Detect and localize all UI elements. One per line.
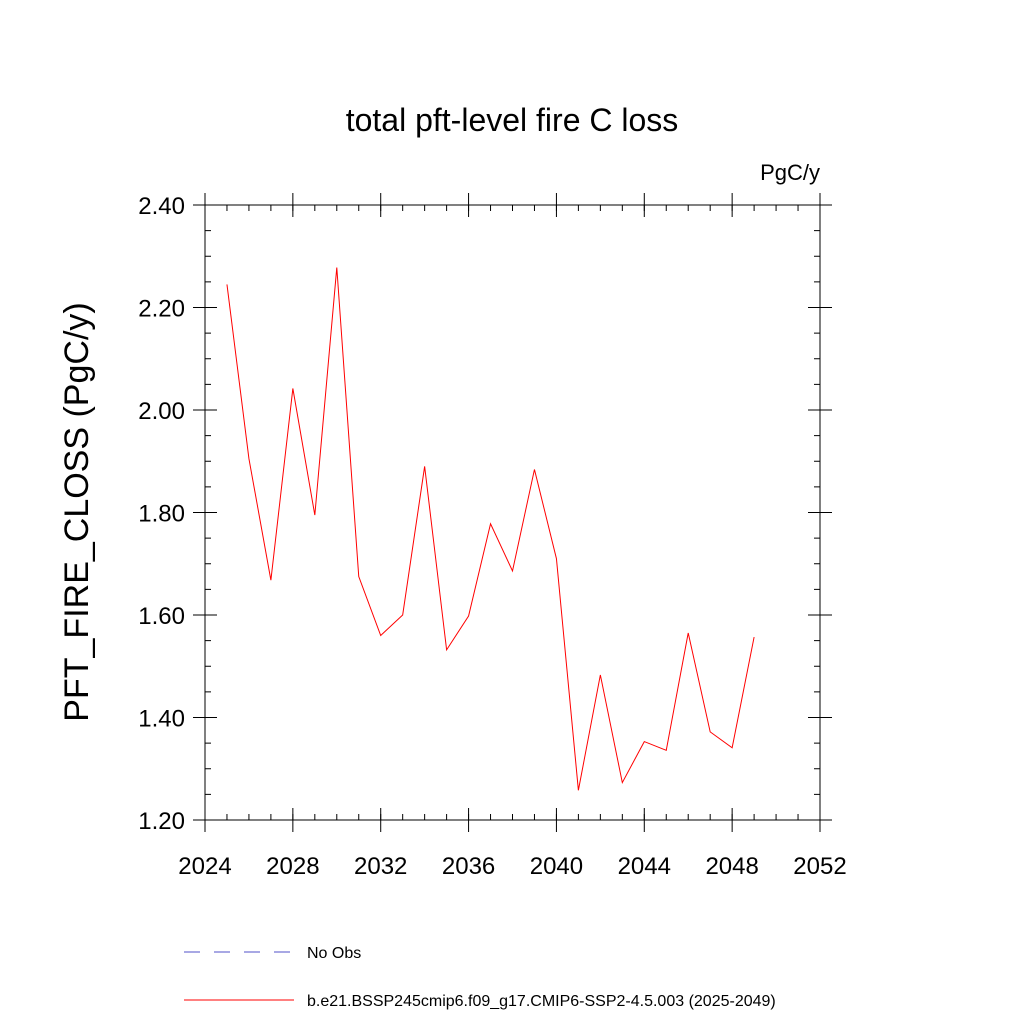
axis-ticks [193, 193, 832, 832]
y-tick-label: 1.20 [138, 808, 185, 835]
legend-label-no-obs: No Obs [307, 945, 361, 962]
y-tick-label: 2.40 [138, 193, 185, 220]
y-tick-label: 2.00 [138, 398, 185, 425]
x-tick-label: 2024 [178, 853, 231, 880]
y-tick-label: 1.80 [138, 501, 185, 528]
legend: No Obs b.e21.BSSP245cmip6.f09_g17.CMIP6-… [184, 945, 776, 1010]
y-tick-labels: 1.20 1.40 1.60 1.80 2.00 2.20 2.40 [138, 193, 185, 835]
x-tick-label: 2036 [442, 853, 495, 880]
y-axis-title: PFT_FIRE_CLOSS (PgC/y) [58, 302, 96, 721]
y-tick-label: 2.20 [138, 296, 185, 323]
x-tick-label: 2048 [705, 853, 758, 880]
legend-label-model: b.e21.BSSP245cmip6.f09_g17.CMIP6-SSP2-4.… [307, 993, 776, 1010]
x-tick-label: 2052 [793, 853, 846, 880]
x-tick-label: 2028 [266, 853, 319, 880]
y-tick-label: 1.40 [138, 706, 185, 733]
x-tick-labels: 2024 2028 2032 2036 2040 2044 2048 2052 [178, 853, 846, 880]
x-tick-label: 2032 [354, 853, 407, 880]
chart-title: total pft-level fire C loss [346, 102, 679, 138]
series-group [226, 267, 755, 791]
units-label: PgC/y [760, 160, 820, 185]
plot-frame [204, 204, 821, 821]
x-tick-label: 2040 [530, 853, 583, 880]
x-tick-label: 2044 [618, 853, 671, 880]
y-tick-label: 1.60 [138, 603, 185, 630]
series-line-0 [226, 267, 755, 791]
